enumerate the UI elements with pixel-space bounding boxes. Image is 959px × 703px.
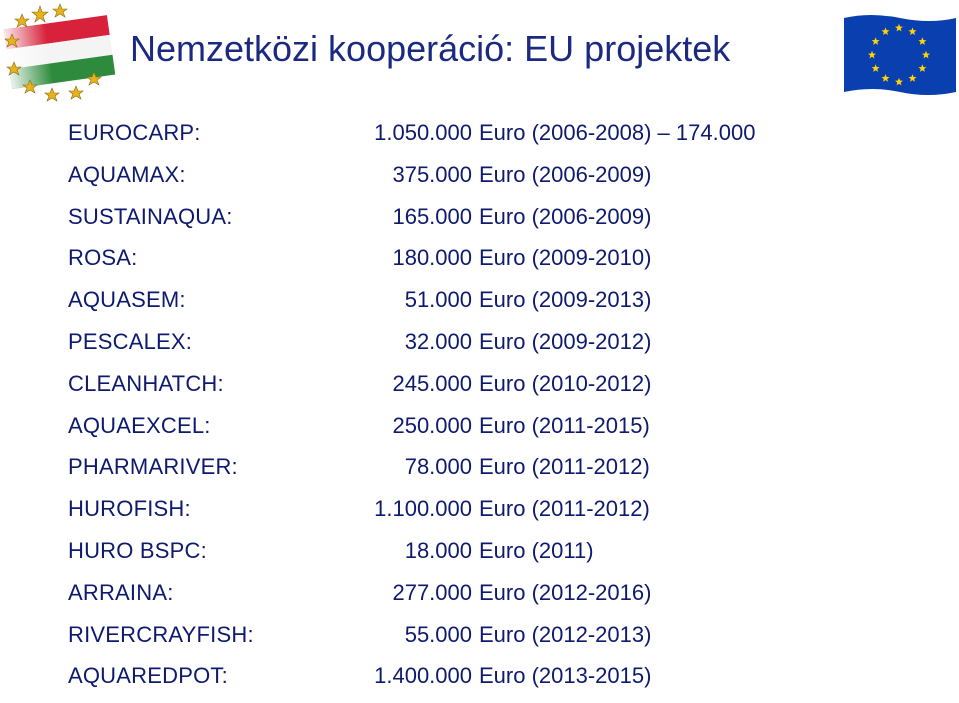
project-name: HUROFISH: [68,496,191,522]
project-name: CLEANHATCH: [68,370,224,396]
project-row: AQUASEM: 51.000 Euro (2009-2013) [0,287,959,327]
project-period: Euro (2006-2009) [479,161,652,187]
project-row: SUSTAINAQUA: 165.000 Euro (2006-2009) [0,204,959,244]
project-period: Euro (2011-2012) [479,496,650,522]
project-period: Euro (2009-2010) [479,245,652,271]
project-row: AQUAMAX: 375.000 Euro (2006-2009) [0,162,959,202]
project-amount: 32.000 [404,329,472,354]
project-name: AQUAREDPOT: [68,663,228,689]
eu-star-icon [871,64,880,72]
project-period: Euro (2011) [479,538,594,563]
project-name: SUSTAINAQUA: [68,203,233,229]
project-period: Euro (2012-2013) [479,621,652,647]
project-row: PESCALEX: 32.000 Euro (2009-2012) [0,329,959,369]
hungarian-flag-logo [3,3,116,102]
project-amount: 375.000 [392,161,472,187]
eu-star-icon [895,77,903,86]
project-name: PHARMARIVER: [68,454,238,480]
project-row: RIVERCRAYFISH: 55.000 Euro (2012-2013) [0,622,959,662]
eu-star-icon [881,74,890,82]
project-row: HURO BSPC: 18.000 Euro (2011) [0,538,959,578]
project-name: EUROCARP: [68,120,201,145]
project-row: ARRAINA: 277.000 Euro (2012-2016) [0,580,959,620]
eu-star-icon [881,27,890,36]
project-row: ROSA: 180.000 Euro (2009-2010) [0,245,959,285]
eu-star-icon [868,50,876,59]
project-name: RIVERCRAYFISH: [68,621,254,647]
project-row: HUROFISH: 1.100.000 Euro (2011-2012) [0,496,959,536]
project-amount: 1.100.000 [374,496,472,522]
eu-star-icon [908,74,917,82]
eu-flag-logo [844,15,956,95]
project-name: AQUAEXCEL: [68,412,211,438]
project-amount: 51.000 [404,287,472,313]
eu-star-icon [918,37,927,45]
project-amount: 250.000 [392,412,472,438]
project-period: Euro (2009-2012) [479,329,652,354]
project-period: Euro (2006-2008) – 174.000 [479,120,756,145]
project-name: AQUAMAX: [68,161,186,187]
eu-star-icon [922,50,930,59]
project-name: ROSA: [68,245,138,271]
project-amount: 55.000 [404,621,472,647]
project-period: Euro (2006-2009) [479,203,652,229]
eu-star-icon [918,64,927,72]
project-name: HURO BSPC: [68,538,207,563]
project-period: Euro (2011-2012) [479,454,650,480]
project-period: Euro (2010-2012) [479,370,652,396]
eu-star-icon [908,27,917,36]
page-title: Nemzetközi kooperáció: EU projektek [130,28,731,69]
project-period: Euro (2012-2016) [479,579,652,605]
project-name: PESCALEX: [68,329,193,354]
project-amount: 18.000 [404,538,472,563]
project-row: AQUAEXCEL: 250.000 Euro (2011-2015) [0,413,959,453]
project-amount: 165.000 [392,203,472,229]
project-amount: 277.000 [392,579,472,605]
project-amount: 1.400.000 [374,663,472,689]
project-row: CLEANHATCH: 245.000 Euro (2010-2012) [0,371,959,411]
project-name: AQUASEM: [68,287,186,313]
eu-star-icon [895,23,903,32]
project-name: ARRAINA: [68,579,174,605]
project-amount: 78.000 [404,454,472,480]
project-amount: 245.000 [392,370,472,396]
eu-star-icon [871,37,880,45]
project-row: AQUAREDPOT: 1.400.000 Euro (2013-2015) [0,663,959,703]
project-amount: 1.050.000 [374,120,472,145]
project-period: Euro (2011-2015) [479,412,650,438]
project-row: EUROCARP: 1.050.000 Euro (2006-2008) – 174… [0,120,959,160]
project-row: PHARMARIVER: 78.000 Euro (2011-2012) [0,454,959,494]
project-period: Euro (2009-2013) [479,287,652,313]
project-period: Euro (2013-2015) [479,663,652,689]
project-amount: 180.000 [392,245,472,271]
